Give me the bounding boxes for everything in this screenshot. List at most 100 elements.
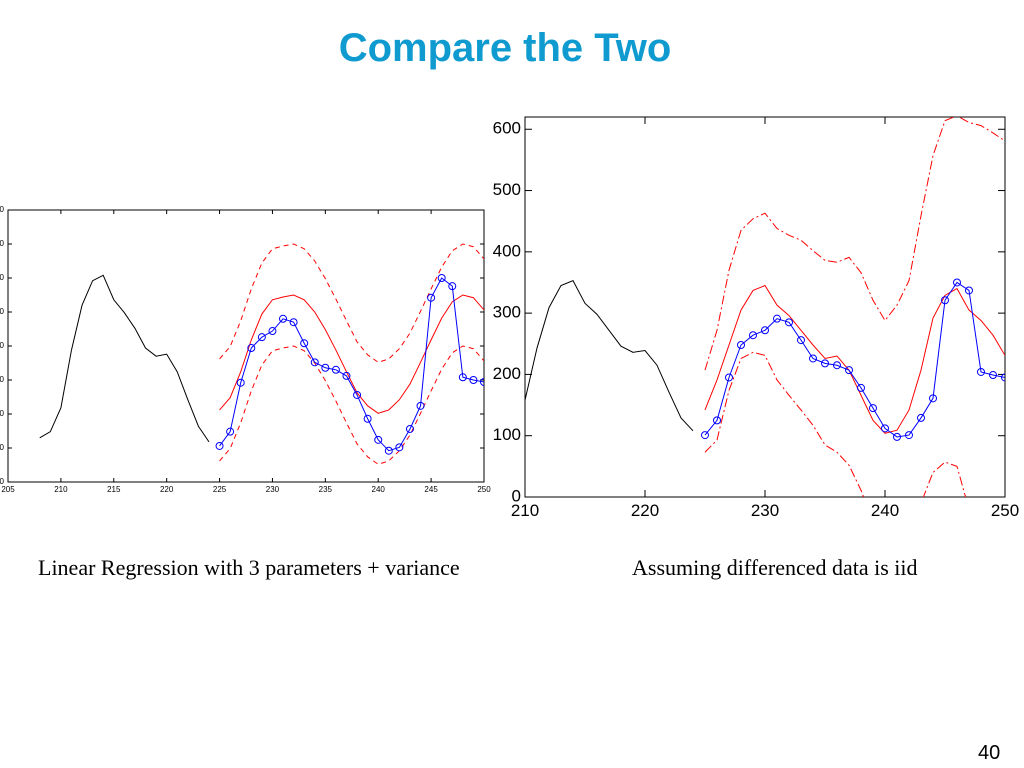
data-point [833,361,841,370]
x-tick-label: 225 [213,485,227,494]
plot-area [525,117,1005,497]
data-point [725,373,733,382]
data-point [374,435,383,444]
data-point [821,359,829,368]
data-point [905,431,913,440]
y-tick-label: 400 [493,241,521,260]
x-tick-label: 220 [631,501,659,520]
data-point [226,427,235,436]
x-tick-label: 250 [477,485,491,494]
data-point [458,373,467,382]
x-tick-label: 210 [54,485,68,494]
x-tick-label: 235 [319,485,333,494]
x-tick-label: 205 [1,485,15,494]
series-line [219,294,484,414]
data-point [405,424,414,433]
plot-frame [7,209,485,483]
y-tick-label: 50 [0,477,5,486]
x-tick-label: 240 [372,485,386,494]
data-point [363,414,372,423]
y-tick-label: 600 [493,119,521,138]
data-point [300,339,309,348]
data-point [310,358,319,367]
data-point [941,296,949,305]
x-tick-label: 240 [871,501,899,520]
plot-frame [524,116,1006,498]
data-point [701,431,709,440]
data-point [977,367,985,376]
y-tick-label: 500 [493,180,521,199]
data-point [845,366,853,375]
series-line [219,345,484,465]
x-tick-label: 250 [991,501,1019,520]
y-tick-label: 200 [493,364,521,383]
data-point [989,371,997,380]
data-point [448,282,457,291]
caption: Assuming differenced data is iid [632,555,918,580]
x-tick-label: 215 [107,485,121,494]
data-point [247,344,256,353]
data-point [881,424,889,433]
x-tick-label: 245 [424,485,438,494]
y-tick-label: 100 [493,425,521,444]
x-tick-label: 210 [511,501,539,520]
series-line [525,280,694,432]
data-point [331,365,340,374]
data-point [773,314,781,323]
data-point [469,376,478,384]
data-point [289,318,298,327]
data-point [749,331,757,340]
data-point [1001,373,1005,382]
data-point [857,383,865,392]
data-point [953,278,961,287]
x-tick-label: 220 [160,485,174,494]
series-line [704,284,1005,434]
y-tick-label: 300 [493,303,521,322]
data-point [893,432,901,441]
data-point [236,378,245,387]
data-point [713,416,721,425]
y-tick-label: 200 [0,375,5,384]
data-point [215,441,224,450]
y-tick-label: 250 [0,341,5,350]
page-number: 40 [978,742,1001,764]
y-tick-label: 150 [0,409,5,418]
plot-area [39,243,484,465]
caption: Linear Regression with 3 parameters + va… [38,555,460,580]
y-tick-label: 400 [0,239,5,248]
y-tick-label: 300 [0,307,5,316]
data-point [761,326,769,335]
series-line [704,351,967,497]
data-point [480,378,484,387]
y-tick-label: 350 [0,273,5,282]
data-point [797,336,805,345]
data-point [929,394,937,403]
data-point [785,318,793,327]
data-point [809,354,817,363]
data-point [268,327,277,336]
data-point [437,274,446,282]
data-point [917,413,925,422]
data-point [257,333,266,342]
data-point [321,363,330,372]
y-tick-label: 0 [512,486,521,505]
data-point [384,446,393,455]
data-point [395,443,404,452]
data-point [342,371,351,380]
x-tick-label: 230 [266,485,280,494]
y-tick-label: 450 [0,205,5,214]
data-point [279,314,288,323]
data-point [869,404,877,413]
y-tick-label: 100 [0,443,5,452]
data-point [965,286,973,295]
chart: 210 220 230 240 250 0 100 200 300 400 500 600 [493,116,1019,520]
data-point [416,401,425,410]
data-point [427,293,436,302]
data-point [353,390,362,399]
slide-title: Compare the Two [338,26,672,70]
data-point [737,341,745,349]
chart: 205 210 215 220 225 230 235 240 245 250 50 100 150 20… [0,205,491,494]
x-tick-label: 230 [751,501,779,520]
